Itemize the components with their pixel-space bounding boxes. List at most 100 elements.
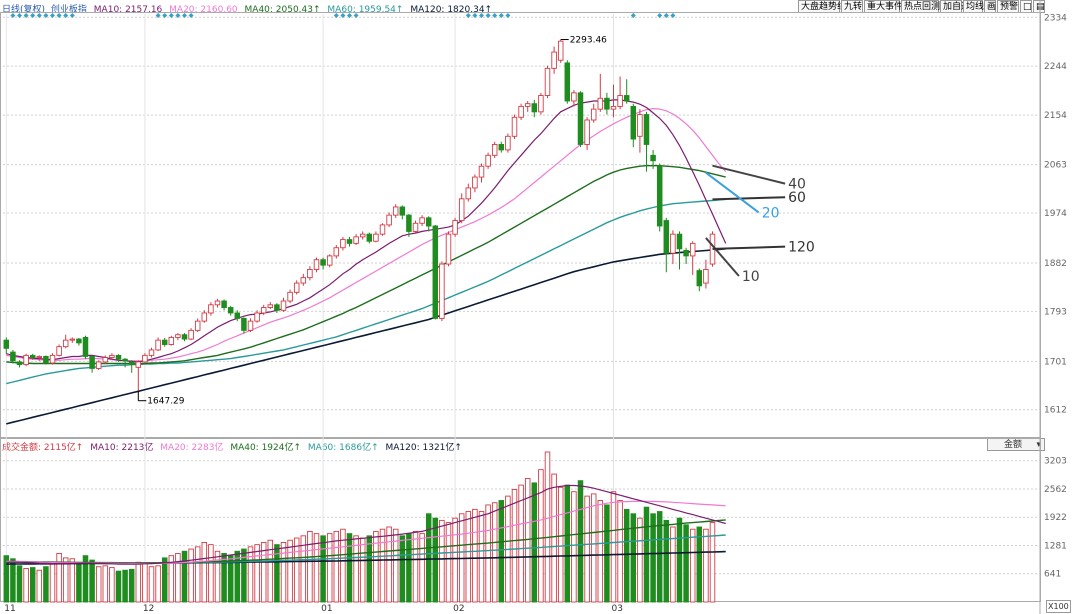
candle-body xyxy=(214,300,221,306)
candle-body xyxy=(551,51,557,69)
candle-body xyxy=(597,97,604,110)
candle-body xyxy=(373,233,379,242)
volume-bar xyxy=(379,528,386,603)
price-ma120-line xyxy=(6,248,726,425)
volume-bar xyxy=(432,517,439,603)
candle-body xyxy=(122,358,128,362)
volume-tick-label: 2562 xyxy=(1044,485,1067,495)
volume-bar xyxy=(3,555,10,603)
volume-tick-label: 641 xyxy=(1044,570,1061,580)
volume-bar xyxy=(201,541,208,603)
candle-body xyxy=(43,356,49,364)
candle-body xyxy=(412,222,419,232)
candle-body xyxy=(155,339,161,351)
candle-body xyxy=(366,233,373,242)
candle-body xyxy=(128,361,135,366)
chevron-down-icon: ▾ xyxy=(1036,440,1041,450)
volume-bar xyxy=(320,535,326,603)
projection-ma20-line xyxy=(705,171,760,214)
candle-body xyxy=(76,338,82,344)
candle-body xyxy=(194,320,201,331)
volume-bar xyxy=(267,539,274,603)
volume-bar xyxy=(23,568,29,603)
signal-diamond-icon xyxy=(30,13,36,18)
signal-diamond-icon xyxy=(162,13,168,18)
candle-body xyxy=(307,269,313,279)
vol-ma60-label: MA60: 1686亿↑ xyxy=(307,443,379,453)
candle-body xyxy=(148,349,155,356)
price-ma60-line xyxy=(6,198,726,385)
volume-bar xyxy=(571,491,577,603)
candle-body xyxy=(524,103,531,107)
volume-ma10-line xyxy=(6,484,726,565)
volume-bar xyxy=(43,566,49,603)
candle-body xyxy=(3,339,10,349)
volume-bar xyxy=(307,530,313,603)
volume-bar xyxy=(366,535,373,603)
signal-diamond-icon xyxy=(492,13,498,18)
candle-body xyxy=(241,317,247,331)
x-tick-label: 01 xyxy=(321,604,332,614)
signal-diamond-icon xyxy=(50,13,55,18)
volume-bar xyxy=(115,570,122,603)
candle-body xyxy=(472,176,478,189)
x-tick-label: 12 xyxy=(143,604,154,614)
volume-bar xyxy=(102,565,109,603)
candle-body xyxy=(577,92,584,145)
period-label[interactable]: 日线(复权) xyxy=(2,5,46,15)
candle-body xyxy=(432,225,439,319)
ma60-label: MA60: 1959.54↑ xyxy=(327,5,404,15)
volume-bar xyxy=(392,528,399,603)
price-tick-label: 1701 xyxy=(1044,357,1067,367)
candle-body xyxy=(379,224,386,235)
volume-bar xyxy=(313,533,320,603)
volume-bar xyxy=(10,558,16,603)
signal-diamond-icon xyxy=(353,13,359,18)
candle-body xyxy=(62,339,69,348)
candle-body xyxy=(531,103,538,113)
volume-bar xyxy=(161,557,168,603)
candle-body xyxy=(498,144,505,151)
candle-body xyxy=(247,320,254,331)
volume-bar xyxy=(498,500,505,603)
volume-bar xyxy=(194,546,201,603)
volume-bar xyxy=(399,535,406,603)
volume-bar xyxy=(491,502,498,603)
price-tick-label: 1793 xyxy=(1044,307,1067,317)
candle-body xyxy=(571,92,577,102)
signal-diamond-icon xyxy=(17,13,22,18)
ma120-label: MA120: 1820.34↑ xyxy=(410,5,493,15)
signal-diamond-icon xyxy=(188,13,194,18)
volume-bar xyxy=(29,567,36,603)
candle-body xyxy=(115,354,122,360)
candle-body xyxy=(49,354,56,364)
candle-body xyxy=(10,351,16,362)
candle-body xyxy=(465,187,472,200)
volume-bar xyxy=(241,548,247,603)
volume-bar xyxy=(333,530,340,603)
candle-body xyxy=(82,336,89,357)
projection-ma40-line xyxy=(712,164,786,185)
candle-body xyxy=(419,217,425,224)
candle-body xyxy=(181,334,188,340)
candle-body xyxy=(696,270,703,287)
volume-bar xyxy=(689,528,696,603)
candle-body xyxy=(135,361,142,368)
price-tick-label: 2244 xyxy=(1044,62,1067,72)
candle-body xyxy=(109,354,115,358)
signal-diamond-icon xyxy=(182,13,187,18)
volume-bar xyxy=(353,535,359,603)
volume-bar xyxy=(214,550,221,603)
candle-body xyxy=(274,304,280,311)
volume-bar xyxy=(584,495,590,603)
volume-bar xyxy=(696,526,703,603)
signal-diamond-icon xyxy=(43,13,49,18)
volume-tick-label: 1922 xyxy=(1044,513,1067,523)
volume-bar xyxy=(518,484,524,603)
candle-body xyxy=(208,304,214,314)
high-price-label: 2293.46 xyxy=(570,36,607,46)
volume-bar xyxy=(670,526,676,603)
candle-body xyxy=(544,67,551,96)
volume-bar xyxy=(511,489,518,603)
